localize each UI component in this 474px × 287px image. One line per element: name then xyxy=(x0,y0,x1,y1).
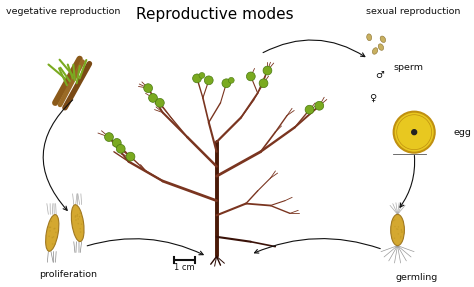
Circle shape xyxy=(155,98,164,107)
Circle shape xyxy=(81,228,82,229)
Circle shape xyxy=(54,238,55,240)
Circle shape xyxy=(263,66,272,75)
Circle shape xyxy=(75,213,77,215)
Circle shape xyxy=(395,229,397,230)
Circle shape xyxy=(396,220,398,221)
Circle shape xyxy=(192,74,201,83)
Circle shape xyxy=(393,224,394,225)
Circle shape xyxy=(149,94,157,102)
Text: ♂: ♂ xyxy=(375,70,383,80)
Circle shape xyxy=(55,229,56,230)
Circle shape xyxy=(393,112,435,153)
Circle shape xyxy=(116,144,125,153)
Circle shape xyxy=(48,222,50,223)
Ellipse shape xyxy=(71,205,84,242)
Text: sexual reproduction: sexual reproduction xyxy=(366,7,460,16)
Circle shape xyxy=(246,72,255,81)
Circle shape xyxy=(50,240,52,241)
Circle shape xyxy=(401,238,402,239)
Circle shape xyxy=(412,130,417,135)
Circle shape xyxy=(48,225,50,227)
Circle shape xyxy=(204,76,213,85)
Circle shape xyxy=(398,230,399,232)
Circle shape xyxy=(77,218,78,220)
Circle shape xyxy=(51,227,53,228)
Circle shape xyxy=(75,215,77,217)
Circle shape xyxy=(126,152,135,161)
Ellipse shape xyxy=(391,214,404,246)
Ellipse shape xyxy=(373,48,378,54)
Circle shape xyxy=(79,226,81,228)
Text: egg: egg xyxy=(454,128,471,137)
Circle shape xyxy=(394,229,396,230)
Circle shape xyxy=(49,234,51,236)
Circle shape xyxy=(49,235,50,237)
Circle shape xyxy=(199,73,205,78)
Circle shape xyxy=(80,216,82,218)
Circle shape xyxy=(398,222,399,224)
Circle shape xyxy=(399,218,401,220)
Ellipse shape xyxy=(380,36,385,42)
Circle shape xyxy=(47,226,49,228)
Circle shape xyxy=(398,233,399,234)
Circle shape xyxy=(77,227,79,228)
Circle shape xyxy=(395,234,396,236)
Circle shape xyxy=(74,217,76,219)
Circle shape xyxy=(305,105,314,114)
Circle shape xyxy=(81,216,82,217)
Circle shape xyxy=(144,84,153,92)
Circle shape xyxy=(105,133,113,141)
Circle shape xyxy=(401,226,403,228)
Text: 1 cm: 1 cm xyxy=(174,263,195,272)
Circle shape xyxy=(259,79,268,88)
Ellipse shape xyxy=(367,34,372,41)
Circle shape xyxy=(401,233,402,234)
Circle shape xyxy=(400,230,401,231)
Text: sperm: sperm xyxy=(393,63,423,72)
Text: Reproductive modes: Reproductive modes xyxy=(136,7,293,22)
Circle shape xyxy=(315,101,324,110)
Circle shape xyxy=(401,232,403,233)
Circle shape xyxy=(112,139,121,147)
Circle shape xyxy=(395,219,397,220)
Text: ♀: ♀ xyxy=(369,93,376,103)
Circle shape xyxy=(81,226,82,228)
Circle shape xyxy=(80,218,82,220)
Text: germling: germling xyxy=(395,273,438,282)
Ellipse shape xyxy=(378,44,383,50)
Circle shape xyxy=(54,231,55,233)
Ellipse shape xyxy=(46,215,59,251)
Circle shape xyxy=(228,77,234,83)
Circle shape xyxy=(53,227,55,229)
Circle shape xyxy=(81,215,82,217)
Circle shape xyxy=(54,224,55,226)
Text: vegetative reproduction: vegetative reproduction xyxy=(6,7,120,16)
Circle shape xyxy=(222,79,231,88)
Text: proliferation: proliferation xyxy=(40,270,98,279)
